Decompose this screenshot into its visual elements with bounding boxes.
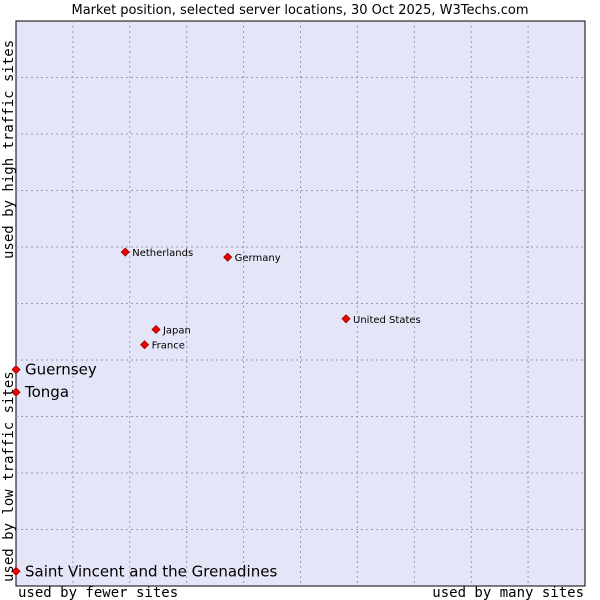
point-marker [223, 252, 233, 262]
data-point-germany: Germany [223, 252, 281, 264]
point-label: United States [353, 315, 421, 326]
point-marker [120, 247, 130, 257]
point-marker [140, 340, 150, 350]
grid-lines [16, 21, 585, 586]
point-label: Tonga [24, 383, 69, 401]
point-marker [341, 314, 351, 324]
point-marker [11, 387, 21, 397]
data-point-japan: Japan [151, 324, 191, 336]
x-axis-low-label: used by fewer sites [18, 585, 178, 600]
x-axis-high-label: used by many sites [432, 585, 584, 600]
data-point-guernsey: Guernsey [11, 361, 97, 379]
data-point-tonga: Tonga [11, 383, 69, 401]
point-label: Netherlands [132, 248, 193, 259]
data-point-france: France [140, 340, 185, 352]
point-label: France [152, 341, 185, 352]
point-marker [11, 566, 21, 576]
y-axis-high-label: used by high traffic sites [1, 40, 17, 259]
point-label: Germany [235, 253, 281, 264]
y-axis-low-label: used by low traffic sites [1, 371, 17, 582]
data-point-netherlands: Netherlands [120, 247, 193, 259]
chart-title: Market position, selected server locatio… [71, 3, 528, 18]
point-marker [11, 365, 21, 375]
data-point-saint-vincent-and-the-grenadines: Saint Vincent and the Grenadines [11, 562, 277, 580]
data-points: Netherlands Germany United States Japan Fran… [11, 247, 421, 580]
data-point-united-states: United States [341, 314, 421, 326]
point-label: Guernsey [25, 361, 97, 379]
point-marker [151, 324, 161, 335]
point-label: Saint Vincent and the Grenadines [25, 562, 277, 580]
point-label: Japan [162, 325, 191, 336]
